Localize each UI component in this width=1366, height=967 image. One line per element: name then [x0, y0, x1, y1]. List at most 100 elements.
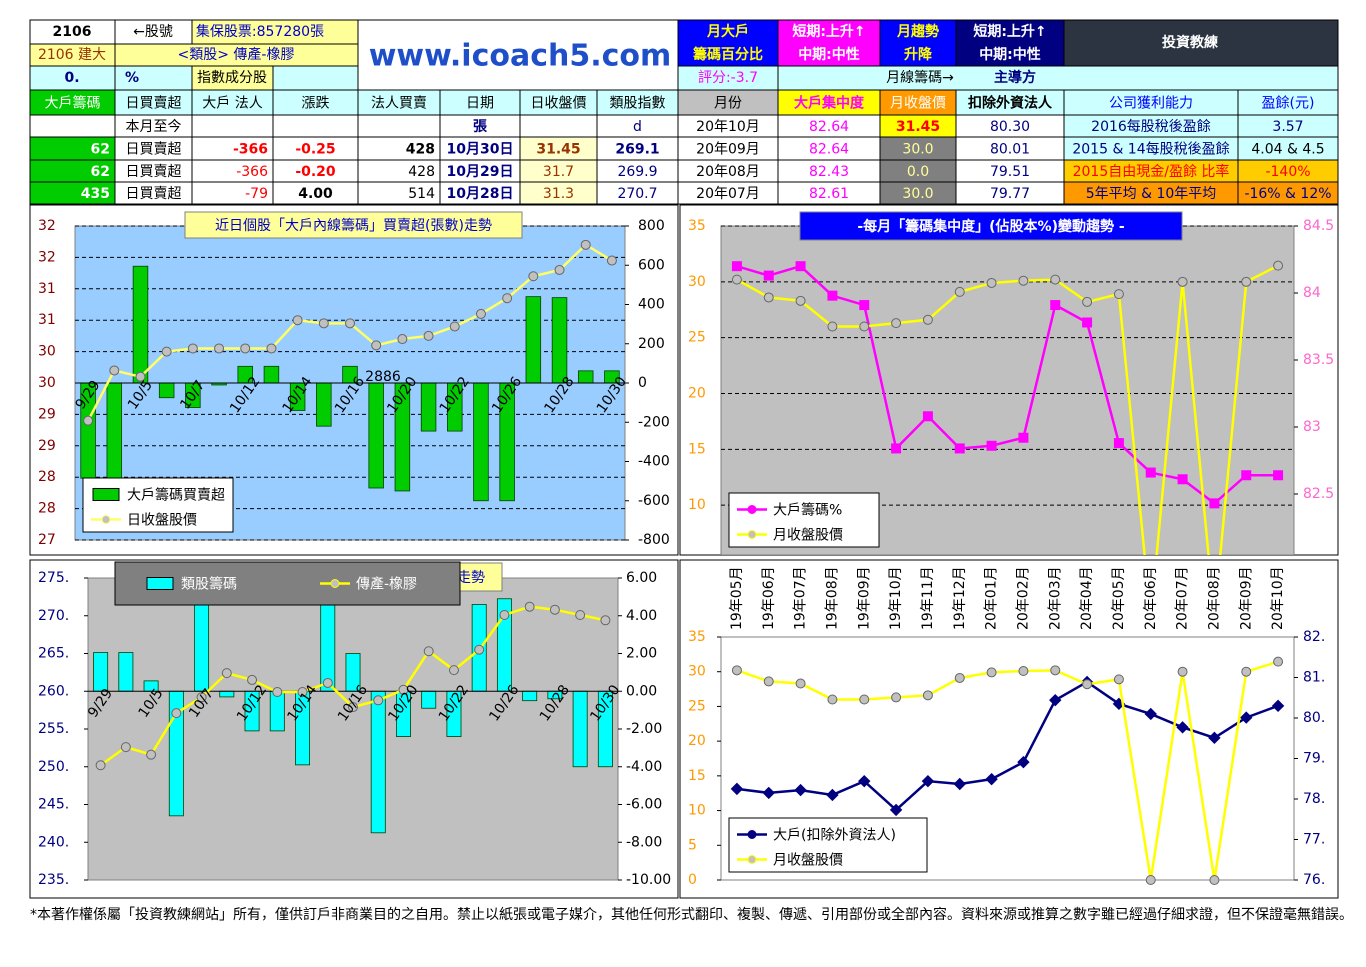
table-cell [272, 89, 359, 116]
x-tick-label: 20年01月 [984, 566, 1000, 630]
cell-text: 30.0 [902, 142, 933, 158]
marker [109, 365, 120, 376]
cell-text: 大戶 法人 [202, 96, 262, 112]
bar [522, 690, 538, 702]
cell-text: 82.64 [809, 142, 849, 158]
stock-name: 2106 建大 [38, 47, 106, 63]
title-box [799, 211, 1183, 241]
marker [554, 264, 565, 275]
cell-text: -366 [233, 142, 268, 158]
marker [954, 286, 965, 297]
tick-label: 82. [1303, 629, 1325, 645]
big-holder-trend: 中期:中性 [798, 46, 860, 63]
marker [135, 371, 146, 382]
tick-label: 6.00 [626, 570, 657, 586]
table-cell [191, 114, 274, 138]
marker [1050, 300, 1061, 311]
bar [420, 382, 437, 432]
tick-label: -10.00 [626, 872, 671, 888]
tick-label: 28 [38, 469, 56, 485]
marker [922, 314, 933, 325]
table-cell [519, 114, 598, 138]
tick-label: 270. [38, 608, 69, 624]
cell-text: -0.25 [295, 142, 335, 158]
cell-text: 428 [406, 142, 435, 158]
title-box [184, 211, 523, 239]
cell [191, 19, 359, 45]
bar [269, 690, 285, 732]
tick-label: 200 [638, 336, 665, 352]
cell-text: -366 [236, 164, 268, 180]
marker [398, 684, 409, 695]
marker [1177, 666, 1188, 677]
marker [1176, 721, 1189, 734]
cell [191, 65, 274, 91]
tick-label: 31 [38, 312, 56, 328]
table-cell [777, 89, 881, 116]
month-trend: 中期:中性 [979, 46, 1041, 63]
marker [891, 692, 902, 703]
marker [322, 677, 333, 688]
cell [29, 19, 116, 45]
cell-text: 盈餘(元) [1262, 95, 1315, 112]
chart-title: -每月「籌碼集中度」(佔股本%)變動趨勢 - [857, 218, 1125, 235]
marker [499, 609, 510, 620]
annotation: 2886 [365, 369, 401, 385]
x-tick-label: 20年03月 [1047, 566, 1063, 630]
bar [551, 297, 568, 384]
marker [1271, 699, 1285, 713]
legend-swatch [101, 515, 111, 524]
tick-label: 83.5 [1303, 352, 1334, 368]
marker [1050, 665, 1061, 676]
tick-label: 0 [638, 375, 647, 391]
marker [475, 308, 486, 319]
cell-text: 270.7 [617, 186, 657, 202]
marker [1273, 656, 1284, 667]
cell-text: 31.3 [543, 186, 574, 202]
chart-title: 近日個股「大戶內線籌碼」買賣超(張數)走勢 [215, 218, 492, 234]
marker [795, 261, 806, 272]
x-tick-label: 20年05月 [1111, 566, 1127, 630]
tick-label: 81. [1303, 670, 1325, 686]
plot: 9/29 10/5 10/7 10/12 10/14 10/16 10/20 10/22 10/… [73, 225, 630, 541]
marker [922, 411, 933, 422]
marker [954, 443, 965, 454]
legend-swatch [747, 505, 757, 514]
cell-text: 269.9 [617, 164, 657, 180]
marker [795, 678, 806, 689]
marker [795, 295, 806, 306]
marker [858, 774, 871, 788]
tick-label: -800 [638, 532, 670, 548]
cell-text: -140% [1265, 164, 1310, 180]
cell-text: 日買賣超 [126, 142, 182, 158]
cell-text: 20年08月 [696, 164, 760, 180]
cell [29, 65, 116, 91]
marker [922, 690, 933, 701]
month-trend-title: 升降 [904, 46, 933, 63]
line [736, 264, 1279, 505]
x-tick-label: 20年02月 [1015, 566, 1031, 630]
marker [318, 318, 329, 329]
tick-label: 78. [1303, 791, 1325, 807]
tick-label: 30 [688, 274, 706, 290]
tick-label: -2.00 [626, 721, 662, 737]
marker [1050, 274, 1061, 285]
tick-label: 800 [638, 218, 665, 234]
marker [575, 609, 586, 620]
marker [348, 702, 358, 713]
tick-label: 265. [38, 646, 69, 662]
cell-text: 4.00 [298, 186, 333, 202]
table-cell [1237, 89, 1339, 116]
marker [528, 271, 539, 282]
tick-label: 30 [688, 664, 706, 680]
marker [1144, 707, 1157, 721]
cell-text: 漲跌 [302, 96, 330, 112]
marker [1049, 693, 1062, 707]
custody: 集保股票:857280張 [196, 23, 324, 40]
marker [600, 615, 611, 626]
cell-text: 2015自由現金/盈餘 比率 [1073, 163, 1230, 180]
cell [777, 65, 1339, 91]
cell-text: d [633, 119, 642, 135]
tick-label: 35 [688, 629, 706, 645]
tick-label: 30 [38, 344, 56, 360]
